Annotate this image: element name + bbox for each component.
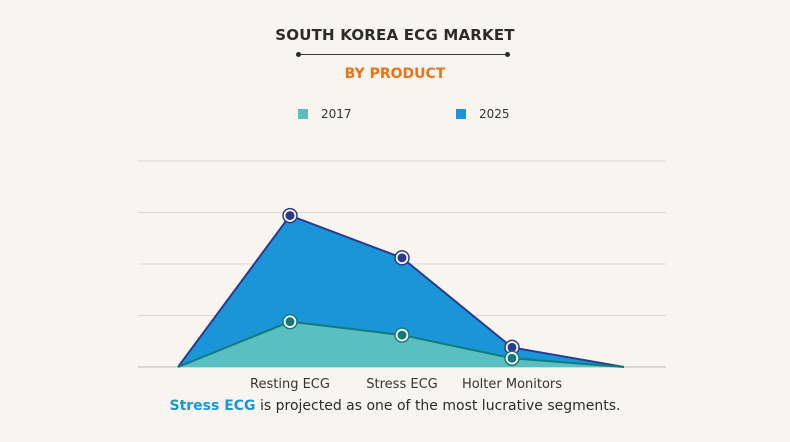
marker-2017-point — [397, 330, 407, 340]
chart-subtitle: BY PRODUCT — [344, 66, 446, 82]
x-tick-label: Stress ECG — [366, 377, 437, 392]
title-underline — [296, 51, 510, 57]
legend-swatch-2017 — [298, 109, 308, 119]
legend-item-2025: 2025 — [456, 107, 510, 121]
chart-caption: Stress ECG is projected as one of the mo… — [0, 398, 790, 414]
legend-label-2025: 2025 — [479, 107, 510, 121]
marker-2017-point — [507, 353, 517, 363]
underline-right-dot — [505, 51, 510, 57]
legend-swatch-2025 — [456, 109, 466, 119]
legend-item-2017: 2017 — [298, 107, 352, 121]
area-series-2017 — [178, 321, 624, 367]
marker-2025-point — [507, 342, 517, 352]
marker-2025-point — [285, 211, 295, 221]
x-tick-label: Resting ECG — [250, 377, 330, 392]
caption-highlight: Stress ECG — [169, 398, 256, 414]
legend-label-2017: 2017 — [321, 107, 352, 121]
marker-2017-point — [285, 317, 295, 327]
underline-left-dot — [296, 51, 301, 57]
x-tick-label: Holter Monitors — [462, 377, 562, 392]
marker-2025-point — [397, 253, 407, 263]
caption-text: is projected as one of the most lucrativ… — [255, 398, 621, 414]
chart-title: SOUTH KOREA ECG MARKET — [275, 26, 515, 44]
